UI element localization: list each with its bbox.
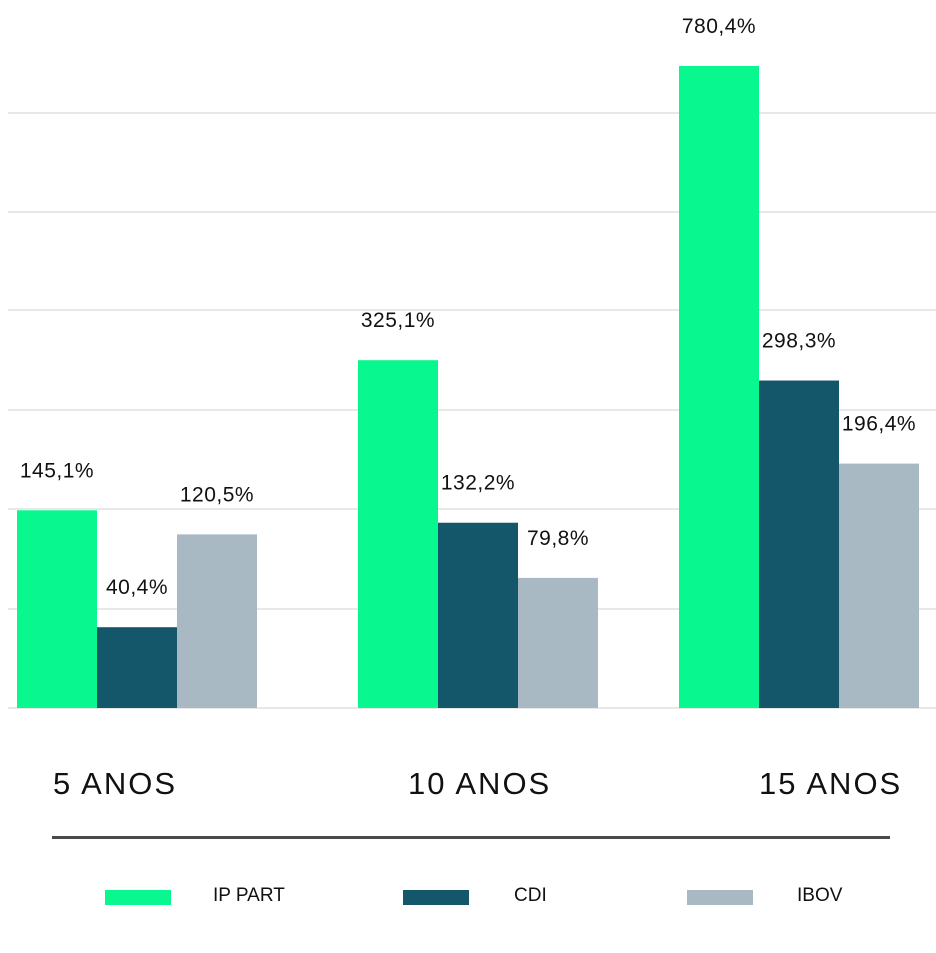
legend-swatch-ip-part (105, 890, 171, 905)
data-label: 132,2% (441, 472, 515, 495)
legend-label-ibov: IBOV (797, 885, 843, 906)
category-label-15-anos: 15 ANOS (759, 766, 903, 801)
data-label: 79,8% (527, 527, 589, 550)
bar-ibov-0 (177, 534, 257, 708)
bar-cdi-0 (97, 627, 177, 708)
data-label: 145,1% (20, 459, 94, 482)
bar-ip-part-2 (679, 66, 759, 708)
data-label: 40,4% (106, 576, 168, 599)
data-label: 196,4% (842, 413, 916, 436)
bar-ibov-2 (839, 463, 919, 708)
data-label: 780,4% (682, 15, 756, 38)
bar-ip-part-1 (358, 360, 438, 708)
bar-ip-part-0 (17, 510, 97, 708)
bar-cdi-1 (438, 522, 518, 708)
legend-label-cdi: CDI (514, 885, 547, 906)
category-label-5-anos: 5 ANOS (53, 766, 177, 801)
legend-swatch-cdi (403, 890, 469, 905)
bar-cdi-2 (759, 380, 839, 708)
divider-line (52, 836, 890, 839)
bar-ibov-1 (518, 577, 598, 708)
legend-swatch-ibov (687, 890, 753, 905)
category-label-10-anos: 10 ANOS (408, 766, 552, 801)
data-label: 298,3% (762, 330, 836, 353)
data-label: 120,5% (180, 483, 254, 506)
bar-chart: 145,1% 325,1% 780,4% 40,4% 132,2% 298,3% 120,5… (8, 15, 936, 709)
legend-label-ip-part: IP PART (213, 885, 285, 906)
data-label: 325,1% (361, 309, 435, 332)
